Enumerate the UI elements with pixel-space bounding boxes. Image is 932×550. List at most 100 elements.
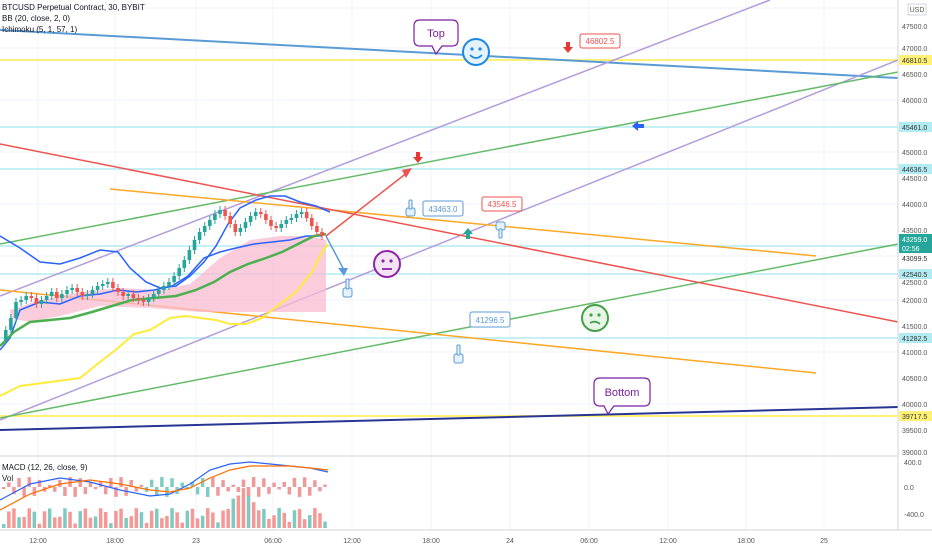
- price-tick: 41500.0: [902, 324, 927, 331]
- macd-histogram-bar: [190, 482, 195, 487]
- volume-bar: [313, 508, 317, 528]
- candle-body: [192, 240, 197, 250]
- time-tick: 18:00: [422, 538, 440, 545]
- macd-histogram-bar: [139, 484, 144, 487]
- candle-body: [49, 292, 54, 296]
- time-tick: 06:00: [580, 538, 598, 545]
- marker-arrows[interactable]: [413, 42, 644, 239]
- callout-46802[interactable]: 46802.5: [579, 33, 621, 49]
- price-badge-label: 43259.0: [902, 237, 927, 244]
- candle-body: [106, 282, 110, 284]
- callout-41296[interactable]: 41296.5: [469, 311, 511, 328]
- smiley-dizzy-icon[interactable]: [581, 304, 609, 332]
- price-badge: 42540.5: [899, 269, 932, 279]
- volume-bar: [226, 508, 230, 528]
- candle-body: [218, 210, 222, 214]
- macd-histogram-bar: [308, 487, 312, 496]
- candle-body: [213, 214, 217, 220]
- vol-legend[interactable]: Vol: [2, 474, 14, 483]
- candle-body: [299, 212, 304, 214]
- volume-bar: [27, 508, 31, 528]
- smiley-neutral-icon[interactable]: [373, 250, 401, 278]
- price-badge: 45461.0: [899, 122, 932, 132]
- bubble-top[interactable]: Top: [413, 19, 459, 56]
- volume-bar: [282, 512, 286, 528]
- macd-histogram-bar: [78, 478, 82, 487]
- trendline-red[interactable]: [0, 143, 899, 323]
- trendlines[interactable]: [0, 0, 899, 431]
- trendline-green-upper[interactable]: [0, 71, 899, 245]
- arrow-down-red-icon[interactable]: [413, 152, 423, 163]
- price-axis[interactable]: 47500.047000.046500.046000.045500.045000…: [897, 0, 932, 530]
- macd-histogram-bar: [318, 487, 322, 492]
- price-callouts[interactable]: 46802.5 43546.5 43463.0 41296.5: [422, 33, 621, 328]
- macd-histogram-bar: [134, 487, 139, 492]
- macd-legend[interactable]: MACD (12, 26, close, 9): [2, 463, 88, 472]
- macd-histogram-bar: [216, 487, 220, 496]
- forecast-down-line[interactable]: [325, 235, 345, 271]
- candle-body: [24, 296, 28, 300]
- macd-histogram-bar: [73, 487, 77, 497]
- symbol-legend[interactable]: BTCUSD Perpetual Contract, 30, BYBIT: [2, 3, 145, 12]
- macd-histogram-bar: [226, 487, 230, 492]
- hand-pointer-icon[interactable]: [405, 199, 416, 217]
- hand-pointer-icon[interactable]: [453, 344, 464, 364]
- currency-badge[interactable]: [907, 3, 927, 16]
- hand-pointer-icons[interactable]: [342, 199, 506, 364]
- price-tick: 43500.0: [902, 228, 927, 235]
- macd-histogram-bar: [160, 477, 164, 487]
- time-tick-labels: 12:00 18:00 23 06:00 12:00 18:00 24 06:00 12:00 1…: [29, 538, 828, 545]
- candle-body: [243, 222, 248, 228]
- macd-histogram-bar: [251, 477, 256, 487]
- macd-line: [0, 461, 329, 501]
- candle-body: [233, 224, 238, 232]
- price-tick: 40000.0: [902, 402, 927, 409]
- callout-label: 43463.0: [429, 205, 458, 214]
- forecast-up-arrowhead: [402, 168, 412, 178]
- callout-43463[interactable]: 43463.0: [422, 200, 464, 217]
- volume-bar: [195, 518, 200, 528]
- hand-pointer-icon[interactable]: [342, 278, 353, 298]
- arrow-down-red-icon[interactable]: [563, 42, 573, 53]
- smiley-happy-icon[interactable]: [462, 38, 490, 66]
- candle-body: [70, 288, 74, 290]
- forecast-up-line[interactable]: [325, 171, 409, 237]
- hand-pointer-icon[interactable]: [495, 221, 506, 239]
- candle-body: [157, 290, 161, 294]
- ichimoku-legend[interactable]: Ichimoku (5, 1, 57, 1): [2, 25, 78, 34]
- candle-body: [264, 214, 268, 220]
- candle-body: [304, 212, 309, 218]
- volume-bar: [12, 508, 16, 528]
- channel-lower[interactable]: [0, 59, 899, 421]
- price-badge: 02:56: [899, 243, 932, 253]
- macd-histogram-bar: [155, 487, 159, 497]
- bubble-bottom[interactable]: Bottom: [593, 377, 651, 416]
- support-line[interactable]: [0, 406, 899, 431]
- price-tick: 47500.0: [902, 24, 927, 31]
- callout-43546[interactable]: 43546.5: [481, 196, 523, 212]
- macd-histogram-bar: [236, 487, 241, 493]
- price-badge-label: 43099.5: [902, 256, 927, 263]
- candle-body: [29, 296, 34, 298]
- macd-histogram-bar: [302, 477, 307, 487]
- volume-bar: [68, 511, 72, 528]
- macd-histogram-bar: [313, 480, 317, 487]
- candle-body: [248, 216, 253, 222]
- trendline-orange-upper[interactable]: [109, 188, 817, 257]
- arrow-left-blue-icon[interactable]: [632, 121, 644, 131]
- horizontal-levels[interactable]: [0, 59, 898, 417]
- arrow-up-green-icon[interactable]: [463, 228, 473, 239]
- bb-legend[interactable]: BB (20, close, 2, 0): [2, 14, 71, 23]
- candle-body: [253, 212, 258, 216]
- price-tick: 42500.0: [902, 280, 927, 287]
- annotation-arrows[interactable]: [325, 168, 412, 276]
- time-axis[interactable]: 12:00 18:00 23 06:00 12:00 18:00 24 06:00 12:00 1…: [0, 529, 932, 545]
- trendline-green-lower[interactable]: [0, 243, 899, 419]
- candle-body: [151, 294, 156, 298]
- volume-bar: [17, 517, 21, 528]
- price-tick: 46500.0: [902, 72, 927, 79]
- channel-upper[interactable]: [0, 0, 771, 297]
- volume-bar: [149, 510, 154, 528]
- trendline-blue[interactable]: [0, 29, 899, 79]
